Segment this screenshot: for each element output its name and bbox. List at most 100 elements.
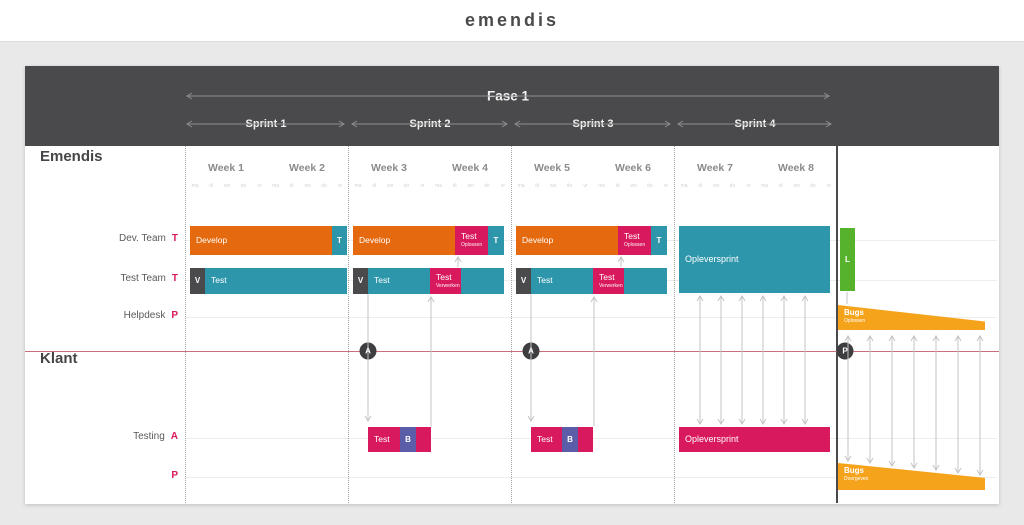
bar-label: Test (624, 231, 640, 242)
day-tick-label: vr (337, 183, 343, 189)
day-tick-label: ma (354, 183, 362, 189)
day-tick-label: vr (583, 183, 588, 189)
bar-test-oplossen-sprint3: Test Oplossen (618, 226, 651, 255)
week-label: Week 2 (289, 162, 325, 174)
day-tick-label: do (729, 183, 736, 189)
bar-label: T (656, 235, 662, 245)
emendis-klant-divider (25, 351, 999, 352)
bar-v-block-sprint3: V (516, 268, 531, 294)
bar-test-sprint3: Test (531, 268, 593, 294)
row-code-badge: T (171, 273, 178, 284)
bar-label: Test (436, 271, 452, 282)
site-header: emendis (0, 0, 1024, 42)
bar-label: B (405, 434, 411, 444)
bar-label: Opleversprint (685, 254, 739, 265)
sprint-separator (185, 146, 186, 503)
row-code-badge: P (171, 470, 178, 481)
bar-label: V (194, 276, 201, 286)
row-label: P (30, 470, 178, 481)
day-tick-label: ma (598, 183, 606, 189)
row-gridline (185, 477, 997, 478)
day-tick-label: do (647, 183, 653, 189)
day-tick-label: di (452, 183, 457, 189)
bar-l-block: L (840, 228, 855, 291)
bar-test-verwerken-sprint2: Test Verwerken (430, 268, 461, 294)
week-label: Week 4 (452, 162, 488, 174)
day-tick-label: do (566, 183, 573, 189)
bar-develop-sprint1: Develop (190, 226, 332, 255)
bar-sublabel: Verwerken (599, 282, 623, 289)
emendis-logo: emendis (464, 10, 560, 30)
bar-label: T (493, 235, 499, 245)
bar-test-tail-sprint2 (461, 268, 504, 294)
day-tick-label: vr (663, 183, 669, 189)
bar-sublabel: Verwerken (436, 282, 460, 289)
week-label: Week 5 (534, 162, 570, 174)
day-tick-label: ma (272, 183, 280, 189)
week-label: Week 8 (778, 162, 814, 174)
day-tick-label: di (289, 183, 294, 189)
bar-test-oplossen-sprint2: Test Oplossen (455, 226, 488, 255)
bar-label: Test (461, 231, 477, 242)
sprint-separator (511, 146, 512, 503)
phase-label: Fase 1 (479, 88, 537, 104)
day-tick-label: vr (826, 183, 832, 189)
day-tick-label: vr (746, 183, 751, 189)
bar-t-block-sprint3: T (651, 226, 667, 255)
bar-test-sprint2: Test (368, 268, 430, 294)
bar-label: Test (537, 433, 553, 444)
milestone-a: A (522, 342, 540, 360)
bar-develop-sprint2: Develop (353, 226, 455, 255)
bar-t-block-sprint1: T (332, 226, 347, 255)
day-tick-label: wo (713, 183, 720, 189)
day-tick-label: do (321, 183, 327, 189)
week-label: Week 1 (208, 162, 244, 174)
bar-label: Test (537, 275, 553, 286)
day-tick-label: ma (435, 183, 443, 189)
wedge-sublabel: Doorgeven (844, 475, 869, 482)
day-tick-label: ma (191, 183, 199, 189)
row-label: Dev. Team T (30, 233, 178, 244)
row-label-text: Test Team (120, 273, 166, 284)
bar-label: B (567, 434, 573, 444)
day-tick-label: wo (467, 183, 474, 189)
bar-label: Develop (196, 234, 228, 245)
day-tick-label: di (209, 183, 214, 189)
day-tick-label: di (615, 183, 620, 189)
day-tick-label: ma (761, 183, 769, 189)
day-tick-label: di (778, 183, 783, 189)
day-tick-label: wo (550, 183, 557, 189)
day-tick-label: di (698, 183, 703, 189)
row-code-badge: T (171, 233, 178, 244)
bar-sublabel: Oplossen (624, 242, 646, 249)
bar-klant-test-sprint2: Test (368, 427, 431, 452)
day-tick-label: wo (630, 183, 637, 189)
section-title: Klant (40, 350, 78, 367)
bar-sublabel: Oplossen (461, 242, 483, 249)
week-label: Week 6 (615, 162, 651, 174)
day-tick-label: do (810, 183, 816, 189)
row-label: Test Team T (30, 273, 179, 284)
day-tick-label: vr (257, 183, 262, 189)
day-tick-label: di (372, 183, 377, 189)
sprint-separator (674, 146, 675, 503)
bar-test-tail-sprint3 (624, 268, 667, 294)
row-label-text: Testing (133, 431, 165, 442)
bar-b-block-sprint3: B (562, 427, 578, 452)
wedge-label: Bugs (844, 308, 864, 317)
bar-label: Develop (359, 234, 391, 245)
bar-develop-sprint3: Develop (516, 226, 618, 255)
day-tick-label: do (484, 183, 490, 189)
bar-v-block-sprint2: V (353, 268, 368, 294)
bar-label: V (520, 276, 527, 286)
bar-t-block-sprint2: T (488, 226, 504, 255)
milestone-p: P (836, 342, 854, 360)
bar-label: Test (211, 275, 227, 286)
bar-label: Opleversprint (685, 434, 739, 445)
week-label: Week 3 (371, 162, 407, 174)
sprint-label: Sprint 3 (565, 118, 621, 130)
phase-header: Fase 1 Sprint 1 Sprint 2 Sprint 3 Sprint 4 (25, 66, 999, 146)
day-tick-label: do (240, 183, 247, 189)
day-tick-label: ma (680, 183, 688, 189)
